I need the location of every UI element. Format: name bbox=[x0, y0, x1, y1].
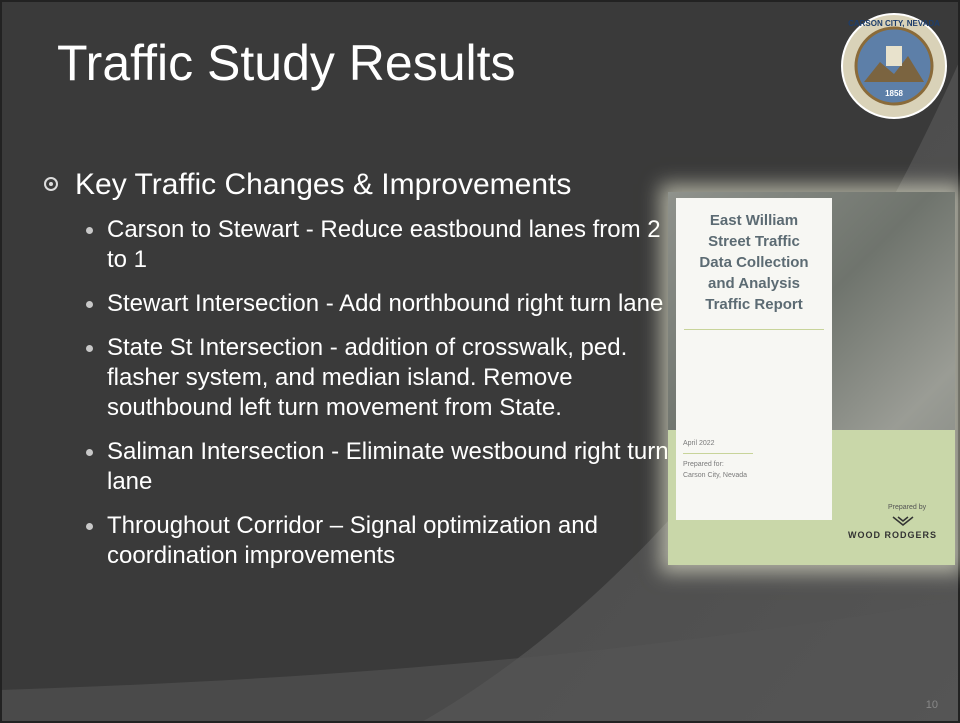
sub-bullet-list: Carson to Stewart - Reduce eastbound lan… bbox=[86, 215, 671, 585]
sub-bullet: Throughout Corridor – Signal optimizatio… bbox=[86, 511, 671, 571]
seal-year: 1858 bbox=[885, 89, 903, 98]
seal-text: CARSON CITY, NEVADA bbox=[848, 19, 940, 28]
report-cover: East William Street Traffic Data Collectio… bbox=[668, 192, 955, 565]
page-number: 10 bbox=[925, 699, 938, 711]
sub-bullet: Saliman Intersection - Eliminate westbou… bbox=[86, 437, 671, 497]
bullet-icon bbox=[44, 177, 58, 191]
prepared-by: Prepared by bbox=[888, 504, 927, 511]
cover-page: East William Street Traffic Data Collectio… bbox=[676, 198, 832, 520]
client: Carson City, Nevada bbox=[683, 472, 748, 479]
report-title-line: East William bbox=[709, 212, 799, 229]
firm-logo bbox=[892, 516, 914, 526]
city-seal: CARSON CITY, NEVADA 1858 bbox=[841, 13, 947, 119]
sub-bullet: State St Intersection - addition of cros… bbox=[86, 333, 671, 423]
report-title-line: and Analysis bbox=[708, 275, 800, 292]
sub-bullet: Carson to Stewart - Reduce eastbound lan… bbox=[86, 215, 671, 275]
report-date: April 2022 bbox=[683, 440, 715, 447]
report-title-line: Traffic Report bbox=[705, 296, 803, 313]
sub-bullet: Stewart Intersection - Add northbound ri… bbox=[86, 289, 671, 319]
prepared-for: Prepared for: bbox=[683, 461, 724, 468]
report-title-line: Street Traffic bbox=[708, 233, 800, 250]
report-title-line: Data Collection bbox=[699, 254, 809, 271]
main-bullet: Key Traffic Changes & Improvements bbox=[75, 168, 572, 201]
report-title: East William Street Traffic Data Collectio… bbox=[676, 210, 832, 315]
slide-title: Traffic Study Results bbox=[57, 35, 516, 91]
firm-name: WOOD RODGERS bbox=[848, 530, 938, 540]
